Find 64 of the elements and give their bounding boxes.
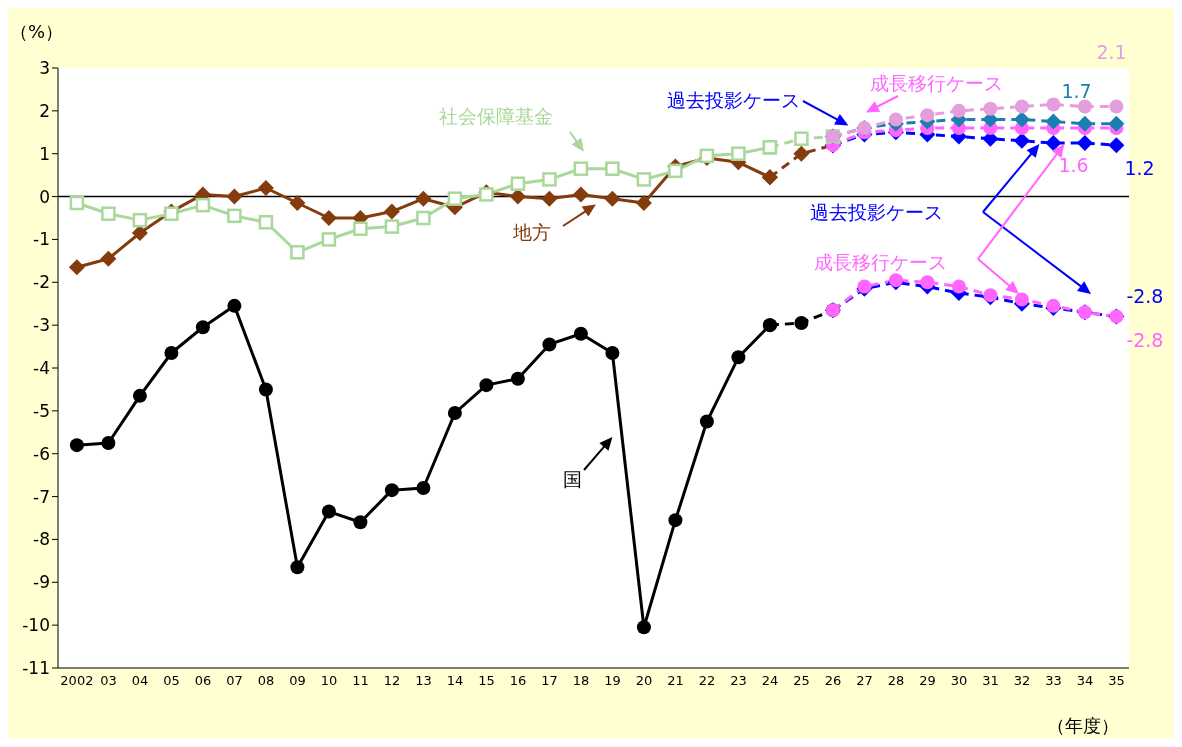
x-tick-label: 35: [1108, 673, 1125, 689]
x-tick-label: 20: [635, 673, 653, 689]
x-tick-label: 12: [383, 673, 401, 689]
data-label: -2.8: [1126, 284, 1164, 307]
y-tick-label: -5: [33, 400, 50, 421]
x-axis-title: （年度）: [1047, 715, 1119, 736]
x-tick-label: 14: [446, 673, 464, 689]
annotation: 社会保障基金: [439, 105, 553, 127]
annotation: 過去投影ケース: [810, 201, 943, 223]
data-label: -2.8: [1126, 328, 1164, 351]
y-tick-label: -1: [33, 229, 50, 250]
data-label: 1.2: [1124, 157, 1155, 180]
x-tick-label: 30: [950, 673, 968, 689]
y-tick-label: -9: [33, 572, 50, 593]
data-label: 1.7: [1061, 79, 1092, 102]
y-tick-label: -11: [22, 658, 50, 679]
x-tick-label: 32: [1013, 673, 1031, 689]
x-tick-label: 27: [856, 673, 873, 689]
x-tick-label: 21: [667, 673, 684, 689]
x-tick-label: 25: [793, 673, 810, 689]
x-tick-label: 03: [100, 673, 117, 689]
annotation: 成長移行ケース: [870, 72, 1003, 94]
annotation: 過去投影ケース: [667, 89, 800, 111]
data-label: 1.6: [1058, 154, 1089, 176]
x-tick-label: 34: [1076, 673, 1094, 689]
x-tick-label: 11: [352, 673, 369, 689]
y-tick-label: 2: [39, 100, 50, 121]
y-tick-label: -6: [33, 443, 50, 464]
x-tick-label: 23: [730, 673, 747, 689]
x-tick-label: 19: [604, 673, 621, 689]
annotation: 地方: [512, 221, 551, 243]
x-tick-label: 05: [163, 673, 180, 689]
y-tick-label: -2: [33, 272, 50, 293]
x-tick-label: 10: [320, 673, 338, 689]
x-tick-label: 04: [131, 673, 149, 689]
y-tick-label: -3: [33, 315, 50, 336]
x-tick-label: 26: [824, 673, 842, 689]
annotation: 成長移行ケース: [814, 251, 947, 273]
data-label: 2.1: [1096, 40, 1127, 63]
x-tick-label: 16: [509, 673, 527, 689]
x-tick-label: 06: [194, 673, 212, 689]
y-tick-label: -7: [33, 486, 50, 507]
y-tick-label: -8: [33, 529, 50, 550]
x-tick-label: 07: [226, 673, 243, 689]
annotation: 国: [563, 468, 582, 490]
x-tick-label: 18: [572, 673, 590, 689]
y-tick-label: -4: [33, 358, 50, 379]
x-tick-label: 09: [289, 673, 306, 689]
x-tick-label: 31: [982, 673, 999, 689]
y-tick-label: -10: [22, 615, 50, 636]
y-tick-label: 3: [39, 58, 50, 79]
x-tick-label: 13: [415, 673, 432, 689]
x-tick-label: 15: [478, 673, 495, 689]
x-tick-label: 22: [698, 673, 716, 689]
x-tick-label: 28: [887, 673, 905, 689]
y-axis-title: （%）: [10, 21, 64, 42]
x-tick-label: 33: [1045, 673, 1062, 689]
x-tick-label: 29: [919, 673, 936, 689]
y-tick-label: 1: [39, 143, 50, 164]
y-tick-label: 0: [39, 186, 50, 207]
x-tick-label: 2002: [60, 673, 94, 689]
x-tick-label: 17: [541, 673, 558, 689]
x-tick-label: 24: [761, 673, 779, 689]
x-tick-label: 08: [257, 673, 275, 689]
